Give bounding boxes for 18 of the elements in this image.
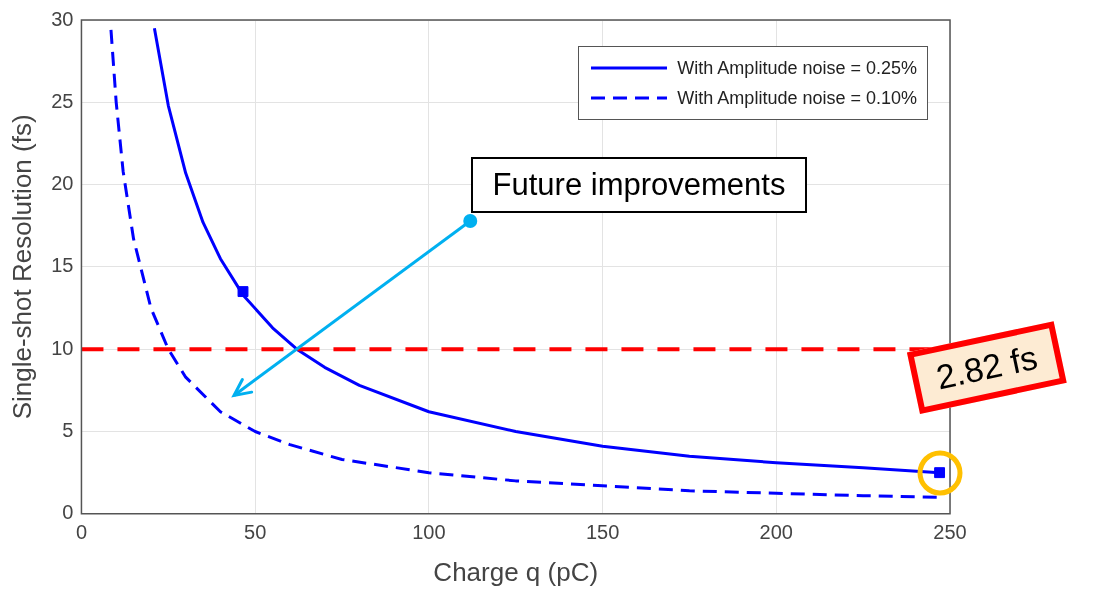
annotation: Future improvements	[470, 156, 808, 213]
x-tick-label: 200	[759, 521, 793, 544]
legend-label: With Amplitude noise = 0.25%	[677, 57, 917, 80]
x-tick-label: 250	[933, 521, 967, 544]
annotation: 2.82 fs	[906, 320, 1067, 414]
x-tick-label: 100	[412, 521, 446, 544]
y-tick-label: 10	[51, 336, 74, 359]
y-tick-label: 0	[62, 501, 74, 524]
x-axis-title: Charge q (pC)	[433, 556, 599, 587]
legend-label: With Amplitude noise = 0.10%	[677, 87, 917, 110]
x-tick-label: 150	[585, 521, 620, 544]
x-tick-label: 50	[244, 521, 267, 544]
y-tick-label: 20	[51, 172, 74, 195]
y-tick-label: 5	[62, 419, 74, 442]
y-tick-label: 15	[51, 254, 74, 277]
y-tick-label: 30	[51, 7, 74, 30]
y-tick-label: 25	[51, 89, 74, 112]
y-axis-title: Single-shot Resolution (fs)	[6, 114, 37, 420]
